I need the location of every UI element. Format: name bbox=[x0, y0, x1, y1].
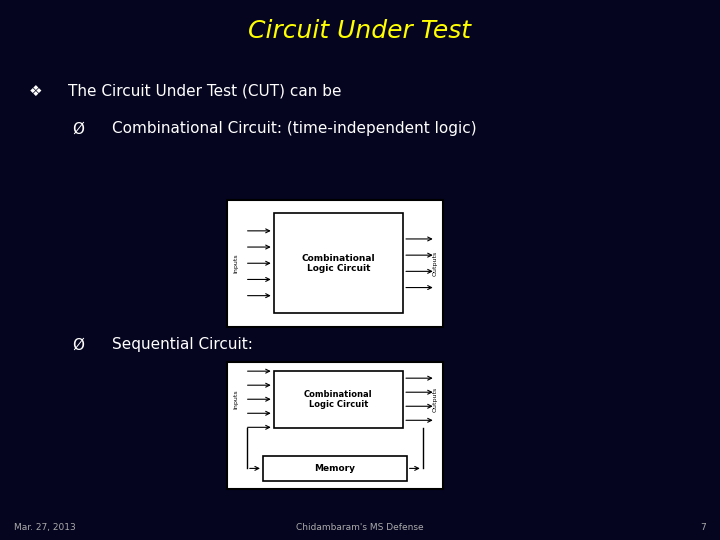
Text: ❖: ❖ bbox=[29, 84, 42, 99]
Text: The Circuit Under Test (CUT) can be: The Circuit Under Test (CUT) can be bbox=[68, 84, 342, 99]
Text: Mar. 27, 2013: Mar. 27, 2013 bbox=[14, 523, 76, 532]
Text: Memory: Memory bbox=[315, 464, 355, 473]
Text: Ø: Ø bbox=[72, 338, 84, 353]
Text: Inputs: Inputs bbox=[234, 253, 238, 273]
FancyBboxPatch shape bbox=[263, 456, 407, 481]
FancyBboxPatch shape bbox=[274, 370, 403, 428]
Text: Chidambaram's MS Defense: Chidambaram's MS Defense bbox=[296, 523, 424, 532]
FancyBboxPatch shape bbox=[227, 362, 443, 489]
Text: Outputs: Outputs bbox=[433, 387, 438, 412]
FancyBboxPatch shape bbox=[274, 213, 403, 313]
Text: Combinational Circuit: (time-independent logic): Combinational Circuit: (time-independent… bbox=[112, 122, 476, 137]
Text: Sequential Circuit:: Sequential Circuit: bbox=[112, 338, 253, 353]
Text: Combinational
Logic Circuit: Combinational Logic Circuit bbox=[304, 389, 373, 409]
FancyBboxPatch shape bbox=[227, 200, 443, 327]
Text: Combinational
Logic Circuit: Combinational Logic Circuit bbox=[302, 254, 375, 273]
Text: Inputs: Inputs bbox=[234, 389, 238, 409]
Text: Ø: Ø bbox=[72, 122, 84, 137]
Text: Outputs: Outputs bbox=[433, 251, 438, 276]
Text: Circuit Under Test: Circuit Under Test bbox=[248, 19, 472, 43]
Text: 7: 7 bbox=[700, 523, 706, 532]
